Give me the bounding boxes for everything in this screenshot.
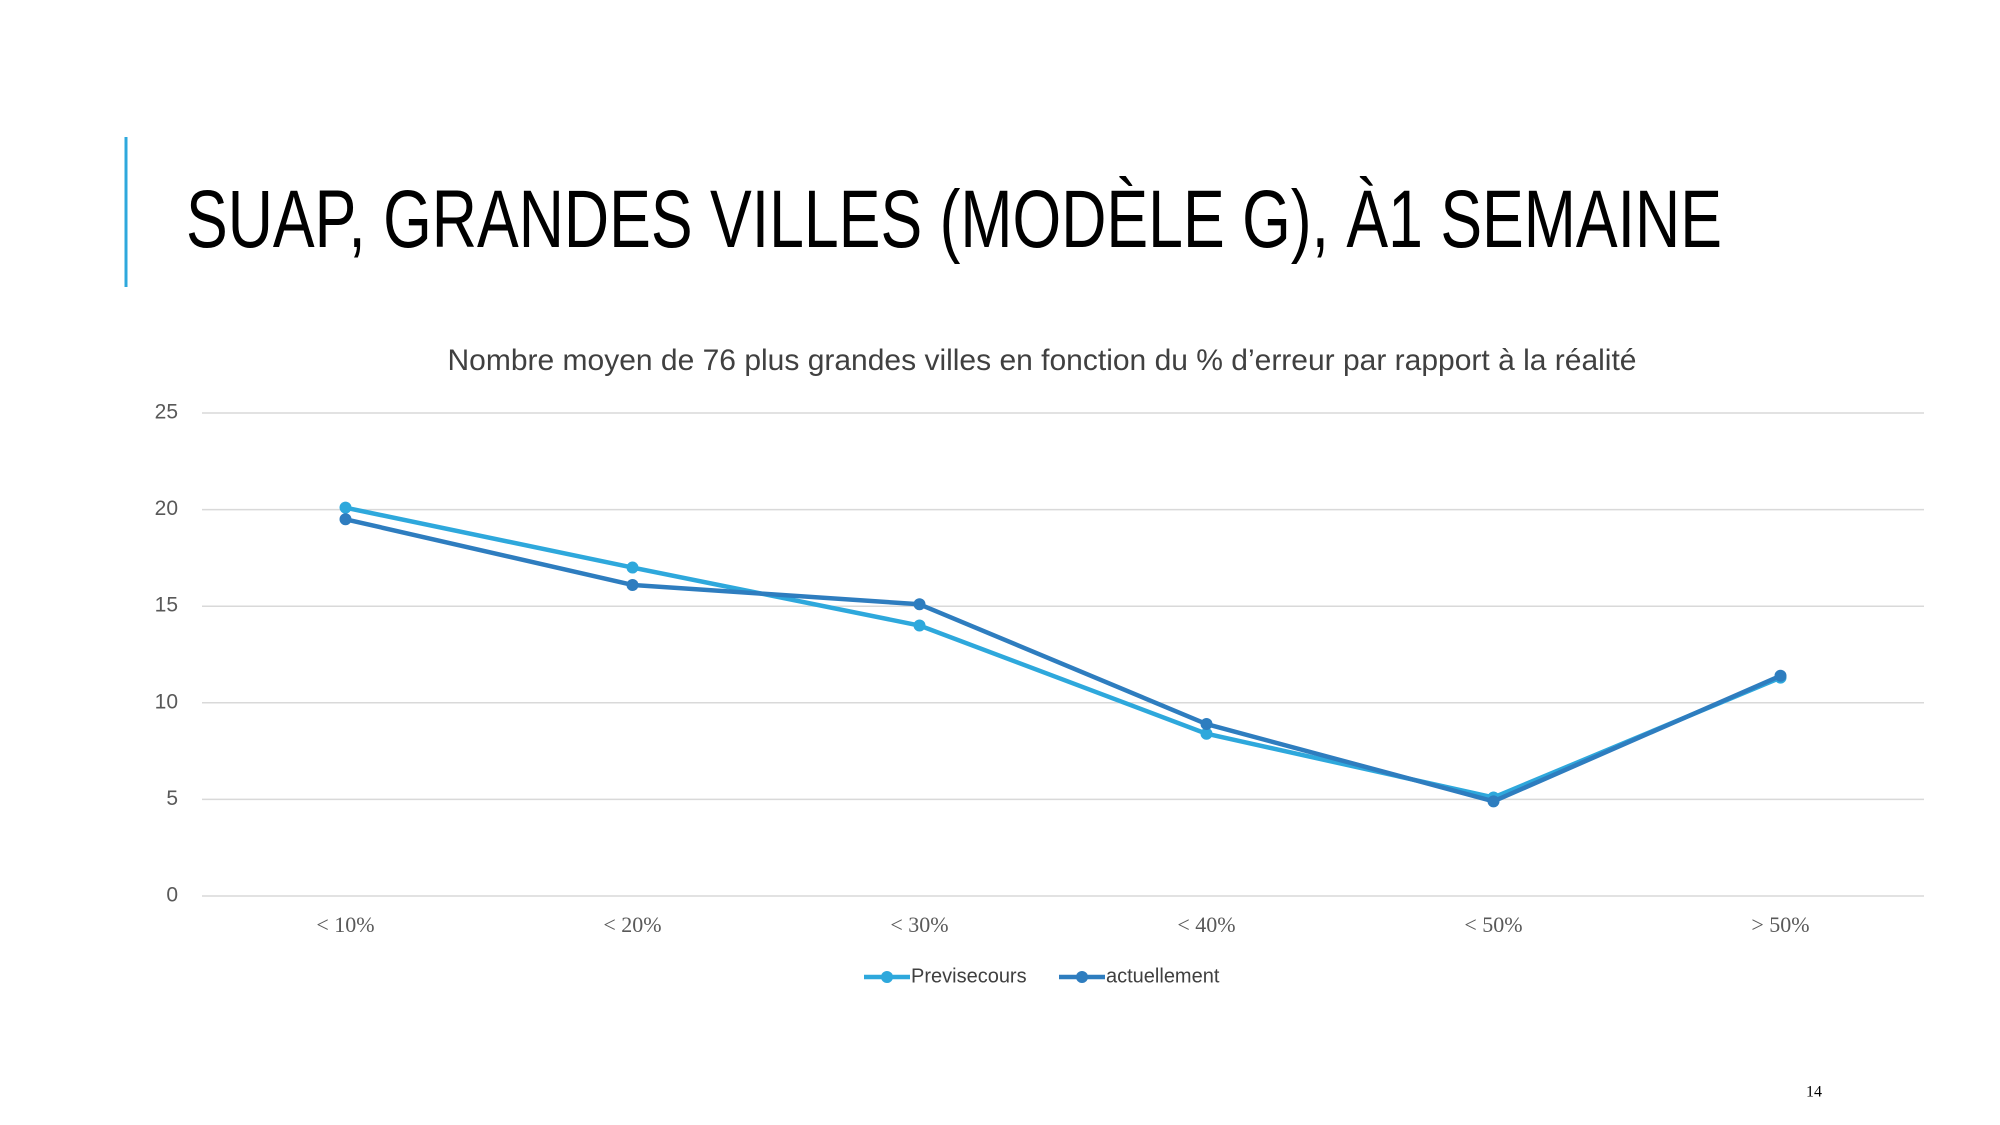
chart-title: Nombre moyen de 76 plus grandes villes e… (448, 344, 1637, 377)
data-point (339, 501, 352, 514)
x-tick-label: < 50% (1464, 912, 1522, 937)
series-line (344, 517, 1782, 804)
legend-label: actuellement (1106, 965, 1220, 987)
y-tick-label: 15 (155, 594, 178, 617)
x-tick-label: < 20% (603, 912, 661, 937)
x-tick-label: > 50% (1751, 912, 1809, 937)
data-point (339, 513, 352, 526)
data-point (1200, 727, 1213, 740)
legend-marker (1076, 971, 1088, 983)
y-tick-label: 0 (166, 884, 178, 907)
data-point (1200, 718, 1213, 731)
data-point (626, 561, 639, 574)
legend-marker (881, 971, 893, 983)
x-tick-label: < 10% (316, 912, 374, 937)
data-point (1774, 669, 1787, 682)
x-tick-label: < 30% (890, 912, 948, 937)
y-tick-label: 10 (155, 690, 178, 713)
x-tick-label: < 40% (1177, 912, 1235, 937)
legend-label: Previsecours (911, 965, 1027, 987)
data-point (913, 619, 926, 632)
series-line (345, 505, 1782, 800)
data-point (1487, 795, 1500, 808)
page-number: 14 (1806, 1084, 1822, 1101)
y-tick-label: 25 (155, 401, 178, 424)
y-tick-label: 20 (155, 497, 178, 520)
slide-title: SUAP, GRANDES VILLES (MODÈLE G), À1 SEMA… (186, 174, 1722, 265)
y-tick-label: 5 (166, 787, 178, 810)
data-point (626, 578, 639, 591)
data-point (913, 598, 926, 611)
